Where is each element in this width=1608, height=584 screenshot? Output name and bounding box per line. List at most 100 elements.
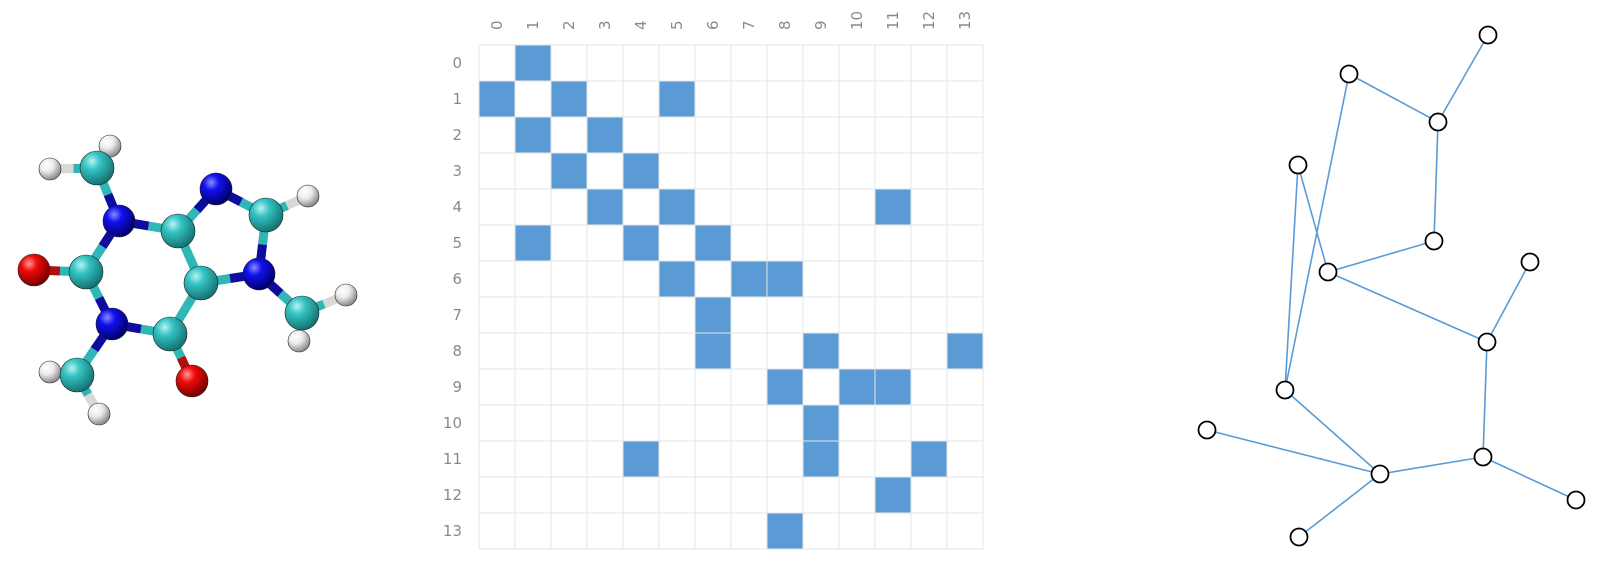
atom-N4 (242, 257, 276, 291)
matrix-cell-7-6 (695, 297, 731, 333)
graph-edge-n6-n7 (1284, 389, 1381, 475)
atom-H1 (38, 157, 62, 181)
matrix-cell-3-4 (623, 153, 659, 189)
matrix-row-label-4: 4 (452, 198, 462, 216)
matrix-cell-6-7 (731, 261, 767, 297)
matrix-row-label-11: 11 (443, 450, 462, 468)
matrix-cell-9-10 (839, 369, 875, 405)
matrix-col-label-12: 12 (920, 11, 938, 30)
atom-H7 (287, 329, 311, 353)
matrix-col-label-8: 8 (776, 20, 794, 30)
matrix-col-label-9: 9 (812, 20, 830, 30)
graph-node-n1 (1428, 112, 1448, 132)
matrix-row-label-3: 3 (452, 162, 462, 180)
atom-N2 (95, 307, 129, 341)
atom-O1 (17, 253, 51, 287)
atom-C7 (248, 197, 284, 233)
matrix-cell-6-5 (659, 261, 695, 297)
matrix-col-label-10: 10 (848, 11, 866, 30)
matrix-cell-6-8 (767, 261, 803, 297)
graph-edge-n12-n7 (1379, 456, 1484, 475)
matrix-cell-5-4 (623, 225, 659, 261)
graph-edge-n10-n12 (1482, 341, 1488, 458)
graph-edge-n4-n10 (1327, 271, 1488, 343)
matrix-cell-2-3 (587, 117, 623, 153)
graph-edges (1206, 34, 1577, 538)
atom-C2 (68, 254, 104, 290)
matrix-cell-8-6 (695, 333, 731, 369)
graph-edge-n1-n2 (1348, 73, 1439, 123)
matrix-cell-1-0 (479, 81, 515, 117)
matrix-col-label-3: 3 (596, 20, 614, 30)
matrix-row-label-12: 12 (443, 486, 462, 504)
matrix-row-label-8: 8 (452, 342, 462, 360)
atom-H3 (38, 360, 62, 384)
matrix-col-label-1: 1 (524, 20, 542, 30)
atom-C5 (160, 213, 196, 249)
molecular-graph (1197, 25, 1586, 547)
matrix-cell-11-9 (803, 441, 839, 477)
graph-node-n11 (1520, 252, 1540, 272)
matrix-row-label-13: 13 (443, 522, 462, 540)
matrix-cell-9-11 (875, 369, 911, 405)
matrix-row-label-0: 0 (452, 54, 462, 72)
matrix-cell-4-3 (587, 189, 623, 225)
graph-node-n13 (1566, 490, 1586, 510)
matrix-cell-8-13 (947, 333, 983, 369)
graph-node-n8 (1289, 527, 1309, 547)
matrix-cell-4-5 (659, 189, 695, 225)
matrix-col-label-11: 11 (884, 11, 902, 30)
matrix-col-label-0: 0 (488, 20, 506, 30)
matrix-cell-2-1 (515, 117, 551, 153)
graph-edge-n2-n6 (1284, 73, 1350, 391)
matrix-cell-11-4 (623, 441, 659, 477)
matrix-row-label-6: 6 (452, 270, 462, 288)
atom-O2 (175, 364, 209, 398)
matrix-row-label-10: 10 (443, 414, 462, 432)
atom-N1 (102, 204, 136, 238)
graph-edge-n10-n11 (1486, 261, 1531, 343)
matrix-row-label-2: 2 (452, 126, 462, 144)
graph-node-n9 (1197, 420, 1217, 440)
graph-edge-n4-n5 (1297, 164, 1329, 273)
atom-C1 (79, 150, 115, 186)
matrix-grid (478, 44, 984, 550)
atom-N3 (199, 172, 233, 206)
matrix-col-label-13: 13 (956, 11, 974, 30)
graph-node-n12 (1473, 447, 1493, 467)
matrix-cell-0-1 (515, 45, 551, 81)
matrix-cell-9-8 (767, 369, 803, 405)
matrix-cells (479, 45, 983, 549)
matrix-column-labels: 0 1 2 3 4 5 6 7 8 9 10 11 12 13 (488, 11, 974, 30)
matrix-cell-5-1 (515, 225, 551, 261)
matrix-row-label-9: 9 (452, 378, 462, 396)
molecule-atoms (17, 134, 358, 426)
atom-H5 (296, 184, 320, 208)
matrix-cell-4-11 (875, 189, 911, 225)
matrix-row-label-5: 5 (452, 234, 462, 252)
atom-C3 (152, 316, 188, 352)
graph-edge-n0-n1 (1437, 34, 1489, 123)
matrix-cell-5-6 (695, 225, 731, 261)
matrix-cell-1-2 (551, 81, 587, 117)
atom-C4 (183, 265, 219, 301)
matrix-col-label-5: 5 (668, 20, 686, 30)
graph-node-n6 (1275, 380, 1295, 400)
matrix-cell-12-11 (875, 477, 911, 513)
graph-edge-n7-n8 (1298, 473, 1381, 538)
graph-node-n2 (1339, 64, 1359, 84)
graph-node-n4 (1318, 262, 1338, 282)
graph-edge-n7-n9 (1206, 429, 1381, 475)
graph-edge-n1-n3 (1433, 121, 1439, 242)
graph-node-n5 (1288, 155, 1308, 175)
graph-edge-n5-n6 (1284, 164, 1299, 391)
matrix-col-label-7: 7 (740, 20, 758, 30)
graph-edge-n12-n13 (1482, 456, 1577, 501)
matrix-row-label-7: 7 (452, 306, 462, 324)
graph-edge-n3-n4 (1327, 240, 1435, 273)
matrix-cell-3-2 (551, 153, 587, 189)
matrix-cell-8-9 (803, 333, 839, 369)
